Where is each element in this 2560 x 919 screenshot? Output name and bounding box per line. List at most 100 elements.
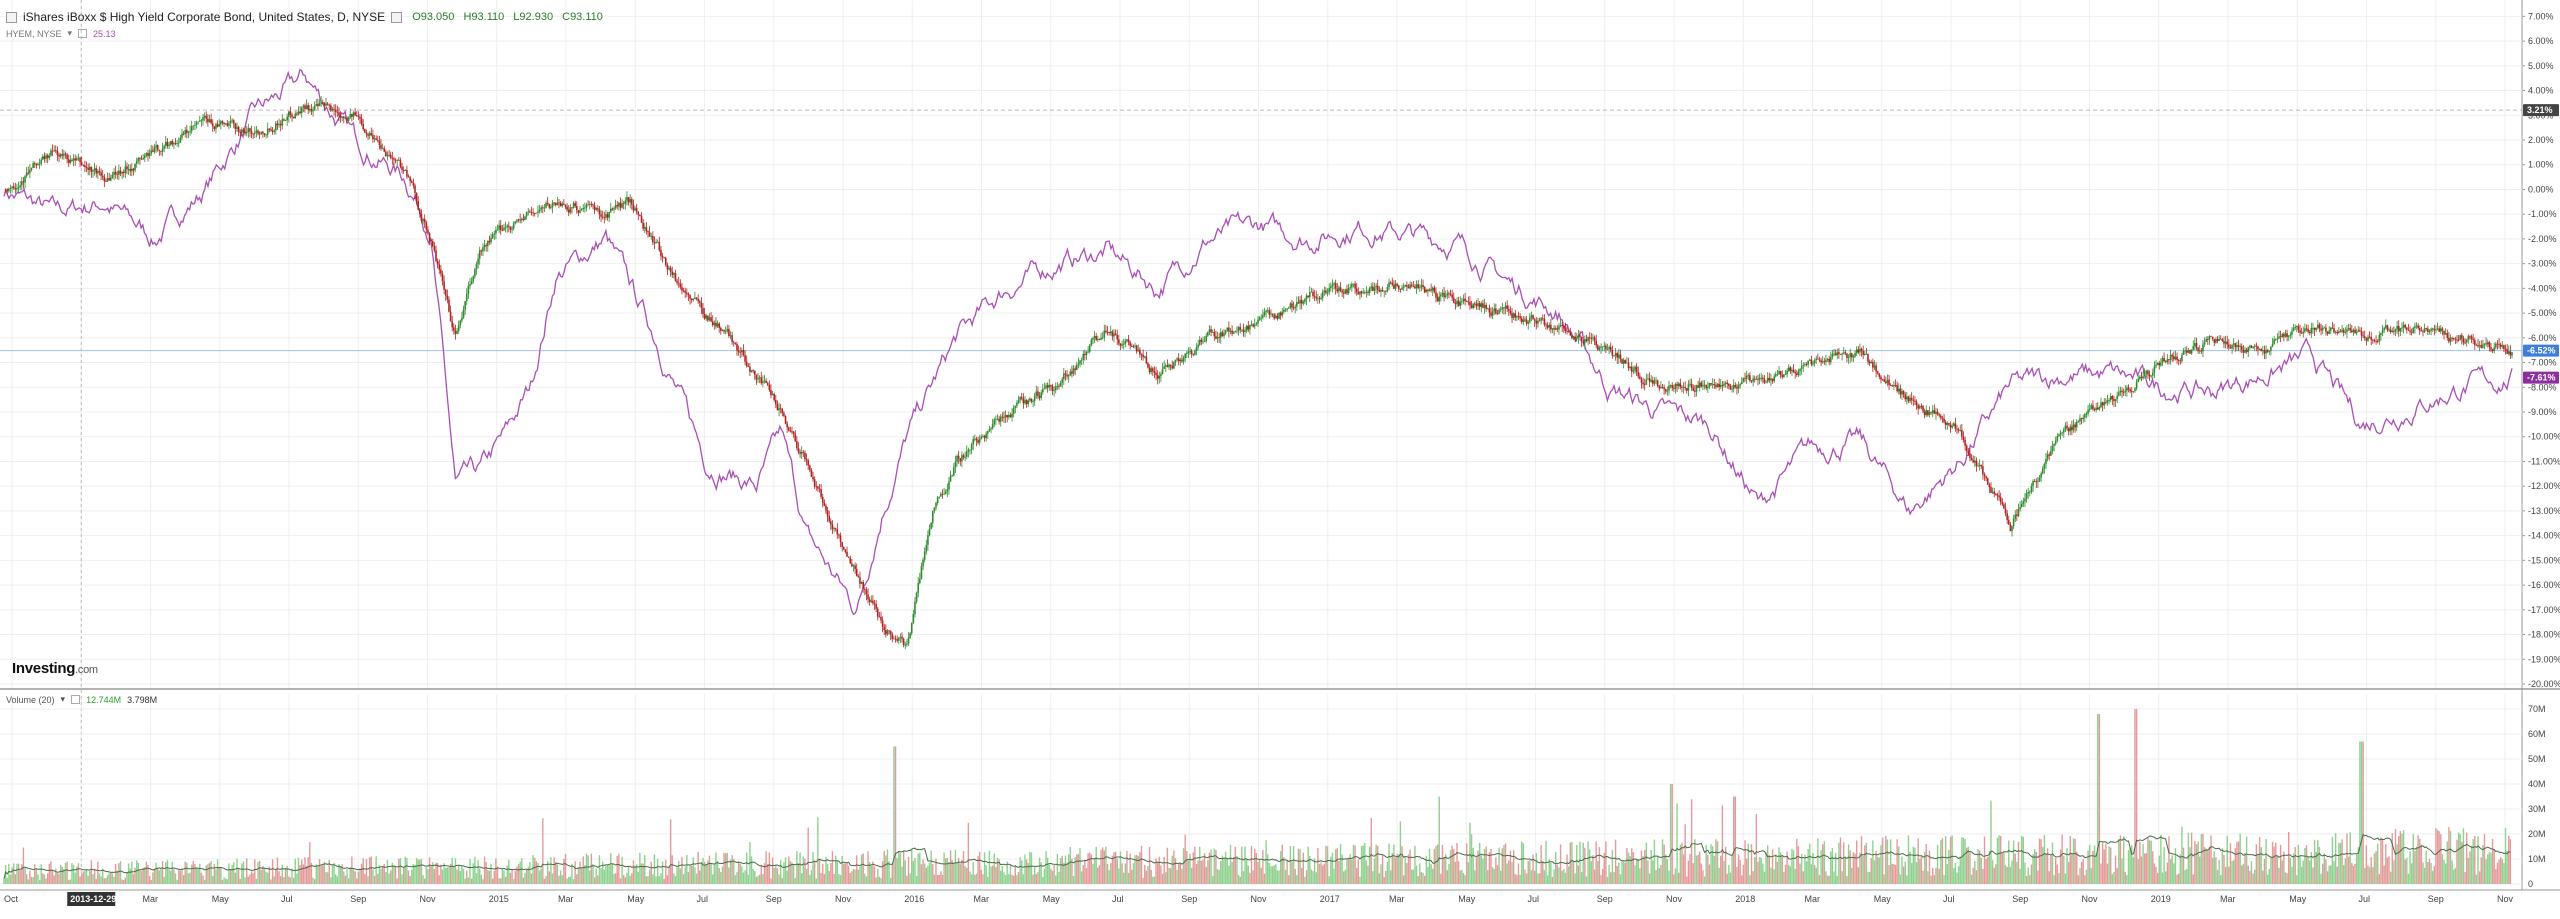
candle-body	[1844, 352, 1847, 354]
x-tick-label: Mar	[558, 894, 574, 904]
volume-bar	[1944, 836, 1947, 884]
volume-bar	[898, 851, 900, 884]
candle-body	[647, 231, 649, 233]
candle-body	[1681, 387, 1683, 388]
volume-bar	[1644, 850, 1646, 884]
candle-body	[1821, 361, 1824, 363]
logo-text: Investing	[12, 660, 76, 677]
volume-bar	[1987, 856, 1989, 884]
volume-bar	[813, 861, 816, 884]
volume-bar	[377, 873, 379, 884]
candle-body	[1745, 375, 1748, 379]
volume-bar	[624, 877, 627, 884]
candle-body	[1415, 284, 1418, 289]
volume-bar	[55, 868, 57, 884]
y-tick-label: -12.00%	[2528, 481, 2560, 491]
volume-bar	[1352, 844, 1355, 884]
candle-body	[224, 123, 227, 125]
volume-bar	[1661, 839, 1664, 884]
candle-body	[64, 153, 67, 155]
candle-body	[2208, 336, 2211, 340]
volume-bar	[2339, 843, 2342, 884]
chevron-down-icon[interactable]: ▾	[60, 694, 66, 704]
candle-body	[56, 150, 59, 155]
candle-body	[732, 341, 735, 343]
volume-bar	[1027, 863, 1029, 884]
candle-body	[1273, 314, 1275, 319]
settings-icon[interactable]	[71, 695, 81, 704]
candle-body	[406, 170, 408, 177]
candle-body	[671, 271, 674, 275]
volume-bar	[1885, 835, 1887, 884]
volume-bar	[1500, 870, 1502, 884]
candle-body	[605, 214, 607, 218]
candle-body	[1519, 316, 1521, 319]
settings-icon[interactable]	[78, 29, 88, 38]
candle-body	[1834, 353, 1837, 356]
overlay-label[interactable]: HYEM, NYSE	[6, 28, 62, 39]
volume-bar	[59, 864, 62, 884]
candle-body	[1407, 286, 1410, 289]
candle-body	[2258, 348, 2261, 350]
candle-body	[1694, 390, 1696, 392]
settings-icon[interactable]	[391, 11, 403, 23]
volume-bar	[260, 870, 262, 884]
candle-body	[1027, 400, 1030, 405]
volume-bar	[1854, 853, 1856, 884]
candle-body	[2351, 330, 2353, 333]
volume-bar	[2131, 845, 2133, 884]
candle-body	[1639, 376, 1641, 380]
volume-bar	[2300, 866, 2303, 884]
x-tick-label: Jul	[1943, 894, 1955, 904]
volume-bar	[605, 865, 607, 884]
candle-body	[398, 159, 400, 161]
candle-body	[1339, 287, 1342, 291]
volume-bar	[394, 866, 397, 884]
volume-bar	[2184, 870, 2186, 884]
candle-body	[1330, 286, 1332, 289]
volume-label[interactable]: Volume (20)	[6, 694, 55, 705]
candle-body	[618, 202, 620, 207]
volume-bar	[1051, 870, 1054, 884]
volume-bar	[703, 861, 706, 884]
volume-bar	[2124, 871, 2126, 884]
volume-bar	[504, 876, 507, 884]
volume-bar	[37, 874, 39, 884]
volume-bar	[736, 872, 738, 884]
volume-bar	[27, 879, 29, 884]
candle-body	[561, 203, 564, 207]
candle-body	[1611, 350, 1614, 356]
candle-body	[1313, 296, 1316, 297]
candle-body	[1592, 337, 1594, 339]
candle-body	[1207, 331, 1209, 336]
candle-body	[1930, 411, 1932, 413]
volume-bar	[2093, 845, 2096, 884]
candle-body	[1385, 290, 1387, 292]
candle-body	[707, 315, 709, 321]
candle-body	[1142, 354, 1144, 358]
candle-body	[6, 189, 9, 192]
candle-body	[1244, 330, 1246, 332]
candle-body	[1645, 379, 1648, 385]
candle-body	[1838, 352, 1840, 355]
candle-body	[1014, 405, 1017, 408]
candle-body	[1357, 292, 1360, 295]
candlestick-series	[4, 96, 2513, 650]
candle-body	[1393, 284, 1395, 289]
volume-bar	[2288, 831, 2290, 884]
volume-bar	[373, 876, 376, 884]
candle-body	[2024, 498, 2026, 502]
y-tick-label: 2.00%	[2528, 135, 2554, 145]
volume-bar	[1969, 852, 1971, 884]
volume-bar	[962, 851, 965, 884]
candle-body	[1590, 338, 1593, 339]
volume-bar	[601, 861, 604, 884]
chevron-down-icon[interactable]: ▾	[67, 28, 73, 38]
volume-bar	[11, 867, 13, 884]
candle-body	[2349, 328, 2351, 331]
collapse-icon[interactable]	[6, 11, 17, 23]
candle-body	[2155, 364, 2157, 367]
volume-bar	[804, 858, 806, 884]
volume-bar	[388, 873, 390, 884]
